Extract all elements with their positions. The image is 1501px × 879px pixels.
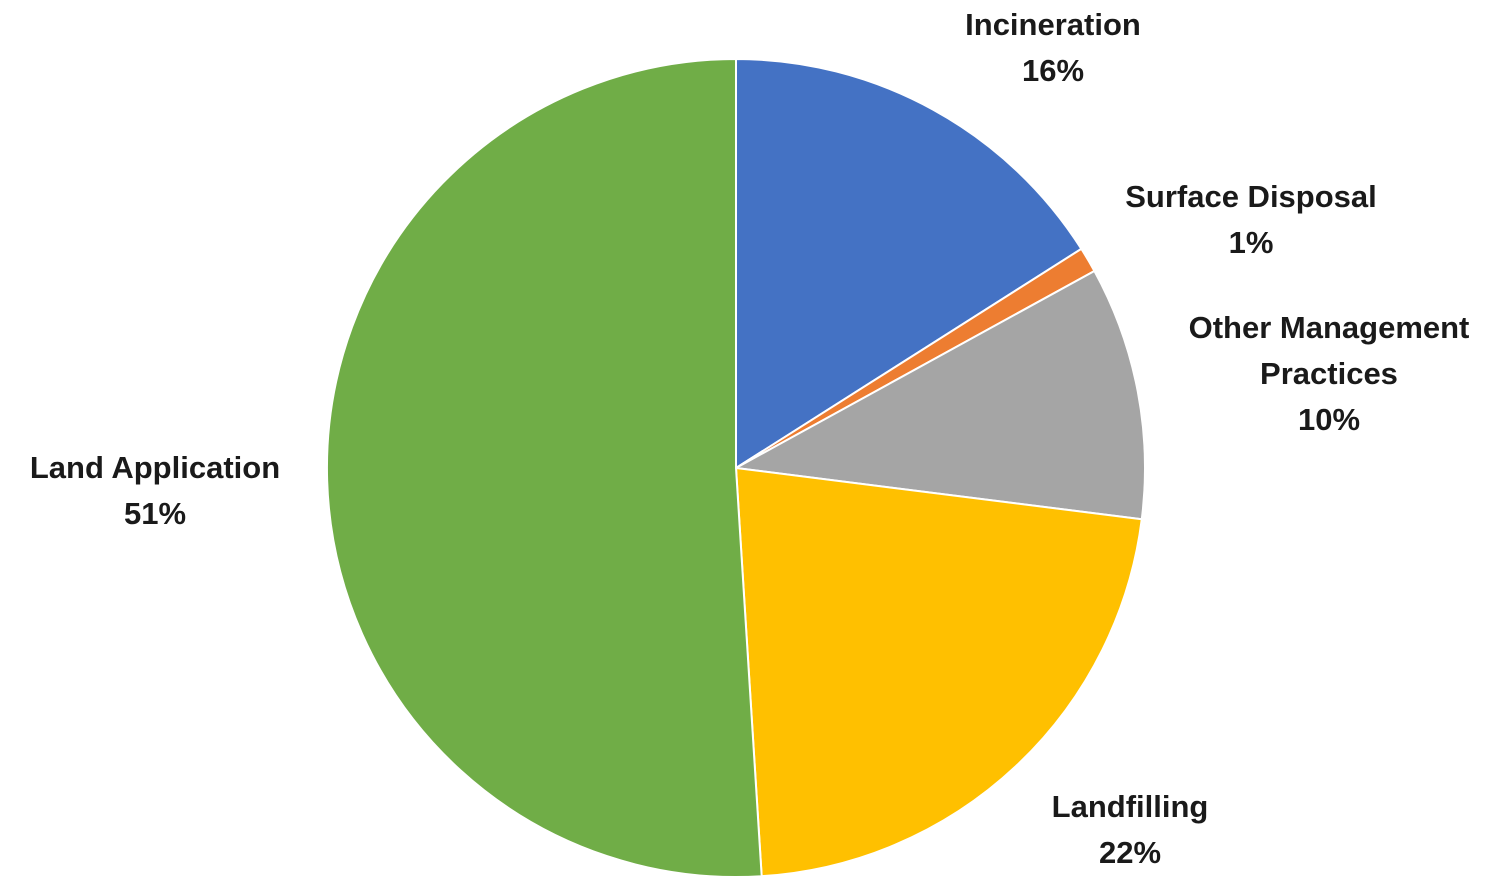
pie-labels: Incineration 16% Surface Disposal 1% Other M… [30, 7, 1470, 870]
pie-slice-incineration [735, 58, 1083, 469]
slice-value-other-management-practices: 10% [1298, 402, 1360, 437]
slice-name-other-management-practices: Practices [1260, 356, 1398, 391]
slice-label-incineration: Incineration 16% [965, 7, 1141, 88]
slice-name-land-application: Land Application [30, 450, 280, 485]
slice-value-landfilling: 22% [1099, 835, 1161, 870]
pie-slice-landfilling [735, 467, 1143, 878]
slice-label-land-application: Land Application 51% [30, 450, 280, 531]
slice-name-landfilling: Landfilling [1052, 789, 1209, 824]
slice-value-surface-disposal: 1% [1229, 225, 1274, 260]
slice-label-landfilling: Landfilling 22% [1052, 789, 1209, 870]
slice-label-surface-disposal: Surface Disposal 1% [1125, 179, 1377, 260]
slice-value-land-application: 51% [124, 496, 186, 531]
pie-slice-land-application [325, 58, 763, 878]
slice-name-other-management-practices: Other Management [1189, 310, 1470, 345]
slice-name-surface-disposal: Surface Disposal [1125, 179, 1377, 214]
slice-name-incineration: Incineration [965, 7, 1141, 42]
slice-label-other-management-practices: Other Management Practices 10% [1189, 310, 1470, 437]
pie-slices [325, 58, 1146, 878]
pie-slice-other-management-practices [735, 269, 1146, 521]
slice-value-incineration: 16% [1022, 53, 1084, 88]
